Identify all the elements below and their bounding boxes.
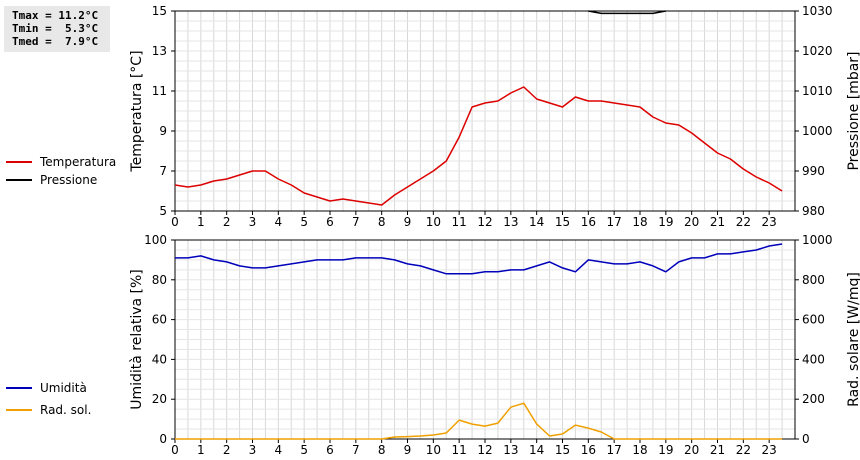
bottom-y-right-tick-label: 400 — [802, 352, 825, 366]
bottom-series-umidit-line — [175, 243, 783, 275]
bottom-x-tick-label: 17 — [607, 443, 622, 457]
legend-label-temperatura: Temperatura — [40, 155, 117, 169]
top-x-tick-label: 11 — [452, 215, 467, 229]
top-x-tick-label: 3 — [249, 215, 257, 229]
bottom-x-tick-label: 10 — [426, 443, 441, 457]
bottom-y-right-tick-label: 200 — [802, 392, 825, 406]
bottom-x-tick-label: 9 — [404, 443, 412, 457]
legend-label-umidita: Umidità — [40, 381, 87, 395]
bottom-x-tick-label: 1 — [197, 443, 205, 457]
top-y-right-tick-label: 980 — [802, 204, 825, 218]
bottom-y-right-tick-label: 0 — [802, 432, 810, 446]
top-y-right-tick-label: 990 — [802, 164, 825, 178]
legend-radsol: Rad. sol. — [6, 402, 91, 418]
top-y-tick-label: 5 — [159, 204, 167, 218]
legend-swatch-radsol — [6, 409, 32, 411]
top-x-tick-label: 4 — [275, 215, 283, 229]
bottom-series-rad-sol-line — [175, 402, 783, 440]
bottom-x-tick-label: 15 — [555, 443, 570, 457]
bottom-x-tick-label: 22 — [736, 443, 751, 457]
legend-label-radsol: Rad. sol. — [40, 403, 92, 417]
bottom-x-tick-label: 20 — [684, 443, 699, 457]
top-y-right-tick-label: 1030 — [802, 4, 833, 18]
stats-tmin: Tmin = 5.3°C — [12, 22, 99, 35]
top-x-tick-label: 20 — [684, 215, 699, 229]
top-x-tick-label: 6 — [326, 215, 334, 229]
bottom-y-tick-label: 40 — [152, 352, 167, 366]
top-x-tick-label: 0 — [171, 215, 179, 229]
top-y-tick-label: 11 — [152, 84, 167, 98]
top-y-tick-label: 13 — [152, 44, 167, 58]
top-x-tick-label: 22 — [736, 215, 751, 229]
legend-swatch-umidita — [6, 387, 32, 389]
top-x-tick-label: 10 — [426, 215, 441, 229]
top-y-axis-title: Temperatura [°C] — [129, 50, 145, 172]
top-y-tick-label: 15 — [152, 4, 167, 18]
top-y-right-tick-label: 1000 — [802, 124, 833, 138]
bottom-y-tick-label: 100 — [144, 233, 167, 247]
top-x-tick-label: 16 — [581, 215, 596, 229]
top-y-right-tick-label: 1010 — [802, 84, 833, 98]
bottom-x-tick-label: 11 — [452, 443, 467, 457]
stats-tmed: Tmed = 7.9°C — [12, 35, 99, 48]
top-x-tick-label: 9 — [404, 215, 412, 229]
top-series-temperatura-line — [174, 86, 783, 206]
top-x-tick-label: 14 — [529, 215, 544, 229]
bottom-x-tick-label: 2 — [223, 443, 231, 457]
bottom-x-tick-label: 7 — [352, 443, 360, 457]
bottom-y-right-axis-title: Rad. solare [W/mq] — [846, 272, 860, 407]
bottom-x-tick-label: 14 — [529, 443, 544, 457]
top-x-tick-label: 17 — [607, 215, 622, 229]
bottom-x-tick-label: 19 — [658, 443, 673, 457]
top-x-tick-label: 12 — [477, 215, 492, 229]
legend-temperatura: Temperatura — [6, 154, 116, 170]
bottom-x-tick-label: 6 — [326, 443, 334, 457]
legend-swatch-pressione — [6, 179, 32, 181]
top-x-tick-label: 19 — [658, 215, 673, 229]
top-y-tick-label: 7 — [159, 164, 167, 178]
stats-tmax: Tmax = 11.2°C — [12, 9, 99, 22]
bottom-y-axis-title: Umidità relativa [%] — [129, 269, 145, 410]
top-x-tick-label: 21 — [710, 215, 725, 229]
bottom-y-tick-label: 80 — [152, 273, 167, 287]
bottom-x-tick-label: 4 — [275, 443, 283, 457]
bottom-x-tick-label: 23 — [762, 443, 777, 457]
bottom-x-tick-label: 5 — [300, 443, 308, 457]
top-x-tick-label: 8 — [378, 215, 386, 229]
top-x-tick-label: 13 — [503, 215, 518, 229]
stats-box: Tmax = 11.2°C Tmin = 5.3°C Tmed = 7.9°C — [4, 6, 110, 52]
top-x-tick-label: 23 — [762, 215, 777, 229]
legend-label-pressione: Pressione — [40, 173, 98, 187]
top-y-tick-label: 9 — [159, 124, 167, 138]
top-x-tick-label: 2 — [223, 215, 231, 229]
bottom-y-tick-label: 60 — [152, 313, 167, 327]
legend-pressione: Pressione — [6, 172, 97, 188]
top-series-pressione-line — [588, 10, 666, 15]
bottom-x-tick-label: 13 — [503, 443, 518, 457]
top-x-tick-label: 1 — [197, 215, 205, 229]
bottom-y-tick-label: 0 — [159, 432, 167, 446]
legend-umidita: Umidità — [6, 380, 87, 396]
top-x-tick-label: 18 — [632, 215, 647, 229]
bottom-y-right-tick-label: 800 — [802, 273, 825, 287]
bottom-x-tick-label: 0 — [171, 443, 179, 457]
bottom-x-tick-label: 16 — [581, 443, 596, 457]
top-x-tick-label: 7 — [352, 215, 360, 229]
top-y-right-tick-label: 1020 — [802, 44, 833, 58]
bottom-y-tick-label: 20 — [152, 392, 167, 406]
legend-swatch-temperatura — [6, 161, 32, 163]
bottom-y-right-tick-label: 1000 — [802, 233, 833, 247]
bottom-x-tick-label: 12 — [477, 443, 492, 457]
bottom-y-right-tick-label: 600 — [802, 313, 825, 327]
top-x-tick-label: 5 — [300, 215, 308, 229]
top-x-tick-label: 15 — [555, 215, 570, 229]
bottom-x-tick-label: 21 — [710, 443, 725, 457]
bottom-x-tick-label: 18 — [632, 443, 647, 457]
bottom-x-tick-label: 3 — [249, 443, 257, 457]
top-y-right-axis-title: Pressione [mbar] — [846, 51, 860, 170]
bottom-x-tick-label: 8 — [378, 443, 386, 457]
